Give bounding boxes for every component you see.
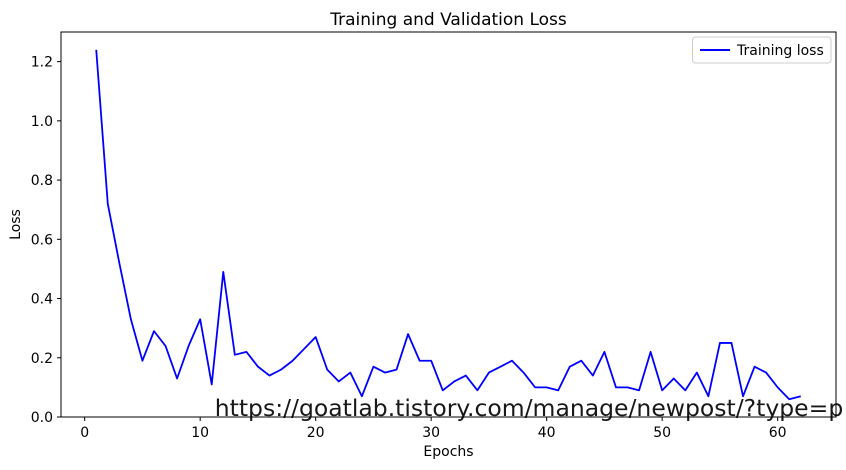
- x-tick-label: 0: [80, 425, 89, 441]
- y-tick-label: 0.6: [31, 232, 53, 248]
- y-tick-label: 0.4: [31, 292, 53, 308]
- watermark-url: https://goatlab.tistory.com/manage/newpo…: [215, 394, 844, 422]
- y-axis-label: Loss: [8, 209, 24, 240]
- legend-frame: [692, 36, 832, 64]
- axes-layer: 0 10 20 30 40 50 60 0.0 0.2 0.4 0.6 0.8 1.0 1.2: [31, 31, 837, 441]
- x-tick-label: 40: [538, 425, 556, 441]
- x-tick-label: 60: [769, 425, 787, 441]
- chart-title: Training and Validation Loss: [329, 10, 567, 30]
- plot-spines: [60, 31, 837, 418]
- legend: Training loss: [692, 36, 832, 64]
- x-tick-label: 20: [307, 425, 325, 441]
- x-tick-label: 50: [653, 425, 671, 441]
- x-tick-label: 10: [191, 425, 209, 441]
- y-tick-label: 1.0: [31, 114, 53, 130]
- x-axis-label: Epochs: [423, 444, 473, 460]
- training-loss-line: [95, 49, 801, 401]
- x-tick-label: 30: [422, 425, 440, 441]
- y-tick-label: 0.2: [31, 351, 53, 367]
- y-tick-label: 0.0: [31, 410, 53, 426]
- series-layer: [95, 49, 801, 401]
- y-tick-label: 0.8: [31, 173, 53, 189]
- legend-label: Training loss: [736, 43, 824, 59]
- y-tick-label: 1.2: [31, 55, 53, 71]
